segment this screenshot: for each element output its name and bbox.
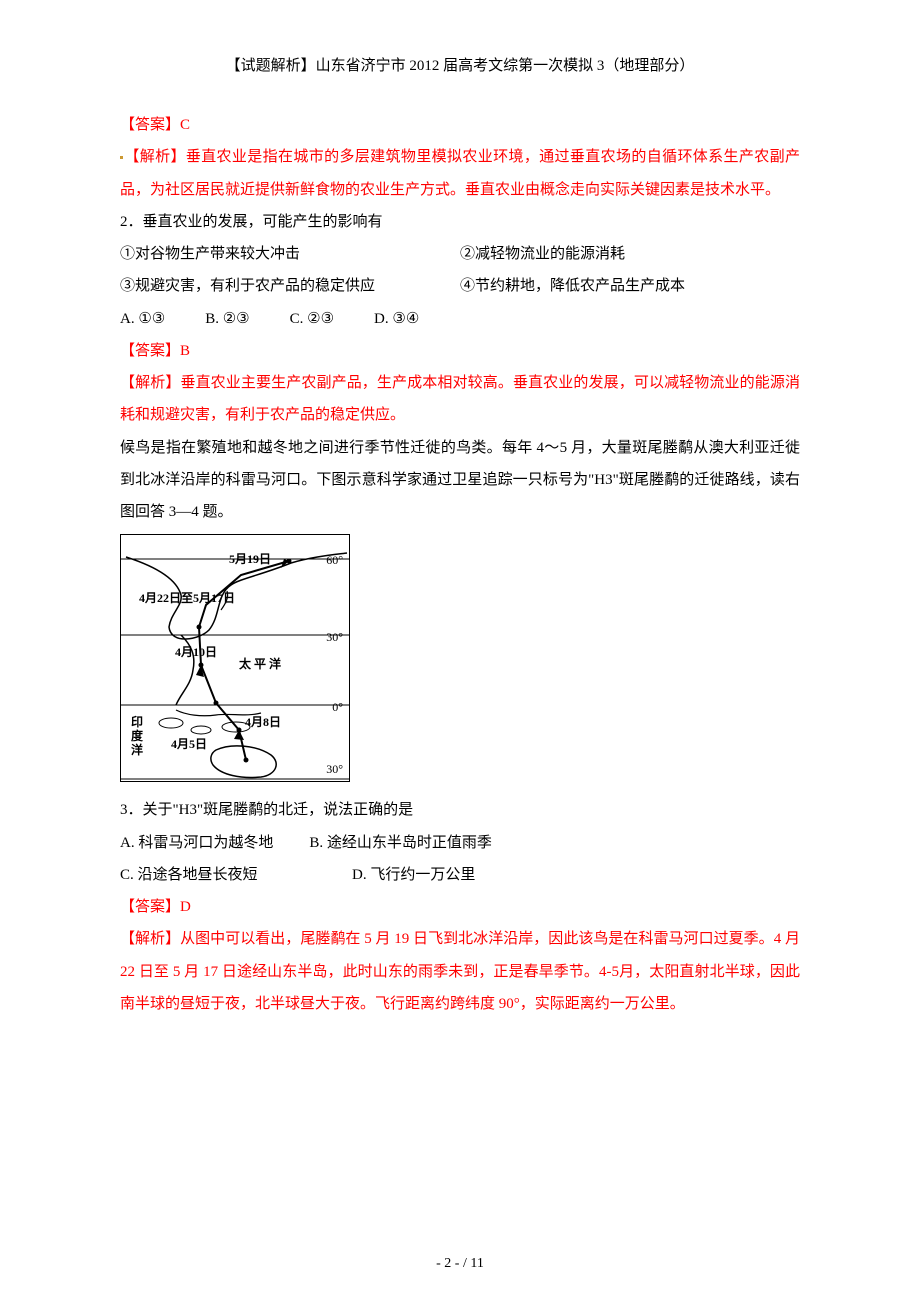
explanation-2: 【解析】垂直农业主要生产农副产品，生产成本相对较高。垂直农业的发展，可以减轻物流… bbox=[120, 367, 800, 432]
q2-stmt-4: ④节约耕地，降低农产品生产成本 bbox=[460, 270, 800, 302]
q2-stmt-1: ①对谷物生产带来较大冲击 bbox=[120, 238, 460, 270]
q2-statements-row2: ③规避灾害，有利于农产品的稳定供应 ④节约耕地，降低农产品生产成本 bbox=[120, 270, 800, 302]
answer-2-label: 【答案】B bbox=[120, 335, 800, 367]
q2-choice-c: C. ②③ bbox=[290, 303, 334, 335]
q3-choice-a: A. 科雷马河口为越冬地 bbox=[120, 827, 273, 859]
map-date-410: 4月10日 bbox=[175, 643, 217, 660]
map-svg bbox=[121, 535, 349, 781]
explanation-1-text: 垂直农业是指在城市的多层建筑物里模拟农业环境，通过垂直农场的自循环体系生产农副产… bbox=[120, 149, 800, 197]
q2-stmt-2: ②减轻物流业的能源消耗 bbox=[460, 238, 800, 270]
q3-stem: 3．关于"H3"斑尾塍鹬的北迁，说法正确的是 bbox=[120, 794, 800, 826]
explanation-2-text: 垂直农业主要生产农副产品，生产成本相对较高。垂直农业的发展，可以减轻物流业的能源… bbox=[120, 375, 800, 423]
explanation-3-prefix: 【解析】 bbox=[120, 931, 180, 947]
page-number: - 2 - / 11 bbox=[0, 1256, 920, 1272]
q3-choice-b: B. 途经山东半岛时正值雨季 bbox=[309, 827, 492, 859]
map-date-519: 5月19日 bbox=[229, 550, 271, 567]
map-lat-0: 0° bbox=[332, 700, 343, 715]
q3-choice-d: D. 飞行约一万公里 bbox=[352, 859, 475, 891]
q3-choice-c: C. 沿途各地昼长夜短 bbox=[120, 859, 316, 891]
map-label-indian-3: 洋 bbox=[131, 741, 143, 758]
q3-row2: C. 沿途各地昼长夜短 D. 飞行约一万公里 bbox=[120, 859, 800, 891]
migration-map: 5月19日 4月22日至5月17日 4月10日 太 平 洋 4月8日 4月5日 … bbox=[120, 534, 350, 782]
map-label-pacific: 太 平 洋 bbox=[239, 655, 281, 672]
q2-choice-d: D. ③④ bbox=[374, 303, 419, 335]
q2-statements-row1: ①对谷物生产带来较大冲击 ②减轻物流业的能源消耗 bbox=[120, 238, 800, 270]
page-title: 【试题解析】山东省济宁市 2012 届高考文综第一次模拟 3（地理部分） bbox=[120, 54, 800, 75]
map-lat-30: 30° bbox=[326, 630, 343, 645]
q2-stem: 2．垂直农业的发展，可能产生的影响有 bbox=[120, 206, 800, 238]
marker-dot bbox=[120, 156, 123, 159]
answer-3-label: 【答案】D bbox=[120, 891, 800, 923]
explanation-3-text: 从图中可以看出，尾塍鹬在 5 月 19 日飞到北冰洋沿岸，因此该鸟是在科雷马河口… bbox=[120, 931, 800, 1012]
map-lat-60: 60° bbox=[326, 553, 343, 568]
map-date-48: 4月8日 bbox=[245, 713, 281, 730]
map-date-45: 4月5日 bbox=[171, 735, 207, 752]
explanation-3: 【解析】从图中可以看出，尾塍鹬在 5 月 19 日飞到北冰洋沿岸，因此该鸟是在科… bbox=[120, 923, 800, 1020]
passage-3-4: 候鸟是指在繁殖地和越冬地之间进行季节性迁徙的鸟类。每年 4～5 月，大量斑尾塍鹬… bbox=[120, 432, 800, 529]
explanation-1: 【解析】垂直农业是指在城市的多层建筑物里模拟农业环境，通过垂直农场的自循环体系生… bbox=[120, 141, 800, 206]
map-date-422-517: 4月22日至5月17日 bbox=[139, 589, 235, 606]
q2-choices: A. ①③ B. ②③ C. ②③ D. ③④ bbox=[120, 303, 800, 335]
explanation-1-prefix: 【解析】 bbox=[124, 149, 186, 165]
q2-stmt-3: ③规避灾害，有利于农产品的稳定供应 bbox=[120, 270, 460, 302]
q2-choice-a: A. ①③ bbox=[120, 303, 165, 335]
answer-1-label: 【答案】C bbox=[120, 109, 800, 141]
q3-row1: A. 科雷马河口为越冬地 B. 途经山东半岛时正值雨季 bbox=[120, 827, 800, 859]
q2-choice-b: B. ②③ bbox=[205, 303, 249, 335]
explanation-2-prefix: 【解析】 bbox=[120, 375, 180, 391]
map-lat-m30: 30° bbox=[326, 762, 343, 777]
